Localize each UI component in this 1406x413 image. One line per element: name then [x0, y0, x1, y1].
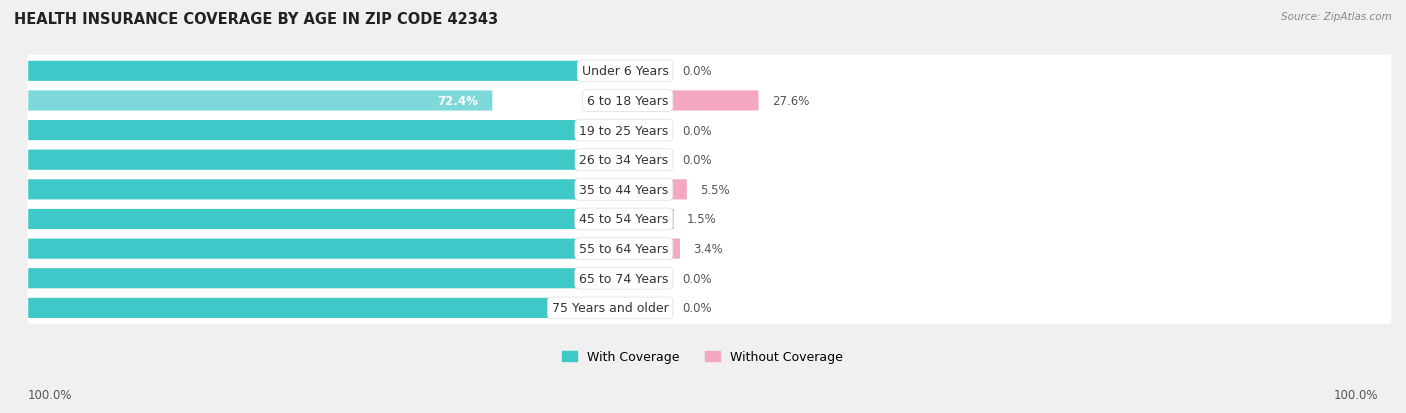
FancyBboxPatch shape: [28, 56, 1391, 88]
Text: 45 to 54 Years: 45 to 54 Years: [579, 213, 668, 226]
Text: 19 to 25 Years: 19 to 25 Years: [579, 124, 668, 137]
Text: 26 to 34 Years: 26 to 34 Years: [579, 154, 668, 167]
Text: Source: ZipAtlas.com: Source: ZipAtlas.com: [1281, 12, 1392, 22]
Text: 100.0%: 100.0%: [606, 124, 655, 137]
Text: HEALTH INSURANCE COVERAGE BY AGE IN ZIP CODE 42343: HEALTH INSURANCE COVERAGE BY AGE IN ZIP …: [14, 12, 498, 27]
FancyBboxPatch shape: [28, 180, 634, 200]
Text: 100.0%: 100.0%: [606, 154, 655, 167]
FancyBboxPatch shape: [28, 91, 492, 111]
FancyBboxPatch shape: [28, 268, 669, 289]
Text: 3.4%: 3.4%: [693, 242, 723, 256]
Text: 0.0%: 0.0%: [682, 154, 711, 167]
FancyBboxPatch shape: [28, 298, 669, 318]
Legend: With Coverage, Without Coverage: With Coverage, Without Coverage: [557, 345, 848, 368]
Text: 100.0%: 100.0%: [1333, 388, 1378, 401]
FancyBboxPatch shape: [28, 233, 1391, 265]
FancyBboxPatch shape: [668, 239, 681, 259]
Text: 35 to 44 Years: 35 to 44 Years: [579, 183, 668, 196]
FancyBboxPatch shape: [28, 121, 669, 141]
FancyBboxPatch shape: [28, 62, 669, 82]
FancyBboxPatch shape: [668, 91, 759, 111]
Text: 72.4%: 72.4%: [437, 95, 478, 108]
FancyBboxPatch shape: [28, 209, 659, 230]
FancyBboxPatch shape: [28, 145, 1391, 176]
Text: 0.0%: 0.0%: [682, 301, 711, 315]
Text: Under 6 Years: Under 6 Years: [582, 65, 668, 78]
FancyBboxPatch shape: [28, 150, 669, 171]
Text: 1.5%: 1.5%: [688, 213, 717, 226]
Text: 27.6%: 27.6%: [772, 95, 808, 108]
FancyBboxPatch shape: [668, 209, 673, 230]
FancyBboxPatch shape: [28, 174, 1391, 206]
Text: 65 to 74 Years: 65 to 74 Years: [579, 272, 668, 285]
Text: 94.5%: 94.5%: [579, 183, 620, 196]
Text: 0.0%: 0.0%: [682, 124, 711, 137]
FancyBboxPatch shape: [28, 239, 647, 259]
FancyBboxPatch shape: [28, 292, 1391, 324]
Text: 75 Years and older: 75 Years and older: [551, 301, 668, 315]
Text: 100.0%: 100.0%: [28, 388, 73, 401]
FancyBboxPatch shape: [28, 263, 1391, 294]
FancyBboxPatch shape: [28, 85, 1391, 117]
Text: 6 to 18 Years: 6 to 18 Years: [588, 95, 668, 108]
Text: 55 to 64 Years: 55 to 64 Years: [579, 242, 668, 256]
Text: 0.0%: 0.0%: [682, 272, 711, 285]
Text: 100.0%: 100.0%: [606, 272, 655, 285]
FancyBboxPatch shape: [28, 115, 1391, 147]
FancyBboxPatch shape: [668, 180, 686, 200]
Text: 96.6%: 96.6%: [592, 242, 633, 256]
Text: 5.5%: 5.5%: [700, 183, 730, 196]
Text: 98.5%: 98.5%: [605, 213, 645, 226]
Text: 100.0%: 100.0%: [606, 65, 655, 78]
Text: 0.0%: 0.0%: [682, 65, 711, 78]
Text: 100.0%: 100.0%: [606, 301, 655, 315]
FancyBboxPatch shape: [28, 204, 1391, 235]
